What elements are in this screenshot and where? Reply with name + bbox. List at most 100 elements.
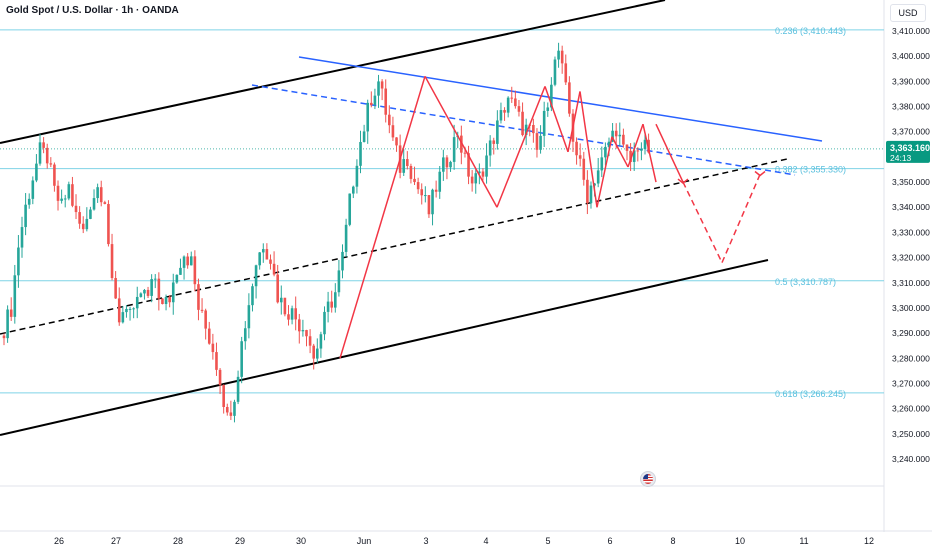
candle-body	[67, 184, 71, 199]
candle-body	[499, 110, 503, 121]
candle-body	[171, 282, 175, 303]
candle-body	[53, 164, 56, 186]
candle-body	[564, 63, 568, 83]
candle-body	[110, 244, 114, 279]
candle-body	[481, 171, 485, 177]
candle-body	[618, 134, 622, 137]
time-tick-label: Jun	[357, 536, 372, 546]
candle-body	[42, 142, 45, 148]
projection-arrow-1	[754, 170, 766, 177]
candle-body	[31, 180, 35, 199]
candle-body	[20, 227, 24, 248]
price-tick-label: 3,310.000	[892, 278, 930, 288]
candle-body	[611, 130, 614, 142]
candle-body	[107, 203, 110, 245]
candle-body	[261, 249, 265, 253]
candle-body	[337, 270, 341, 293]
candle-body	[276, 274, 279, 303]
candle-body	[81, 223, 85, 230]
swing-line-3	[544, 86, 569, 153]
candle-body	[643, 139, 647, 150]
candle-body	[135, 296, 139, 309]
price-tick-label: 3,300.000	[892, 303, 930, 313]
candle-body	[78, 212, 81, 224]
price-tick-label: 3,410.000	[892, 26, 930, 36]
candle-body	[524, 124, 528, 136]
candle-body	[164, 296, 168, 305]
candle-body	[186, 256, 189, 266]
candle-body	[589, 185, 593, 204]
candle-body	[539, 135, 542, 150]
candle-body	[247, 305, 251, 329]
swing-line-4	[567, 91, 581, 152]
candle-body	[326, 301, 330, 312]
candle-body	[189, 256, 193, 266]
candle-body	[467, 153, 470, 177]
fib-label-1: 0.382 (3,355.330)	[775, 165, 846, 175]
candle-body	[546, 107, 550, 111]
swing-line-last	[655, 123, 684, 183]
candle-body	[575, 141, 578, 156]
candle-body	[175, 274, 179, 283]
candle-body	[470, 176, 474, 184]
candle-body	[153, 278, 157, 280]
swing-line-2	[496, 86, 546, 208]
us-flag-icon[interactable]	[640, 471, 656, 487]
candle-body	[251, 286, 254, 306]
last-price-badge	[886, 140, 930, 163]
candle-body	[384, 88, 388, 115]
candle-body	[614, 130, 618, 137]
candle-body	[586, 179, 589, 204]
candle-body	[424, 195, 427, 197]
candle-body	[431, 189, 434, 215]
candle-body	[629, 150, 632, 162]
currency-button[interactable]: USD	[890, 4, 926, 22]
candle-body	[85, 218, 89, 230]
time-tick-label: 30	[296, 536, 306, 546]
candle-body	[233, 401, 236, 416]
candle-body	[200, 309, 204, 311]
candle-body	[330, 301, 334, 308]
resistance-trendline	[298, 56, 823, 142]
candle-body	[258, 252, 261, 266]
candle-body	[297, 319, 301, 332]
candle-body	[377, 81, 380, 96]
candle-body	[71, 184, 74, 206]
countdown-label: 24:13	[890, 153, 912, 163]
candle-body	[352, 186, 355, 194]
candle-body	[341, 251, 344, 271]
candle-body	[568, 82, 571, 114]
candle-body	[240, 341, 243, 377]
candle-body	[366, 102, 370, 132]
candle-body	[168, 296, 171, 303]
price-tick-label: 3,380.000	[892, 102, 930, 112]
candle-body	[391, 125, 395, 138]
swing-line-6	[596, 136, 613, 208]
channel-line-0	[0, 0, 666, 144]
candle-body	[9, 309, 13, 317]
time-tick-label: 10	[735, 536, 745, 546]
candle-body	[103, 202, 107, 204]
candle-body	[74, 205, 78, 213]
candle-body	[640, 149, 643, 151]
candle-body	[348, 193, 352, 225]
candle-body	[517, 106, 521, 112]
candle-body	[146, 289, 150, 296]
channel-line-1	[0, 259, 769, 436]
price-tick-label: 3,280.000	[892, 353, 930, 363]
candle-body	[478, 171, 481, 174]
candle-body	[474, 173, 478, 184]
candle-body	[380, 81, 384, 89]
candle-body	[2, 335, 6, 339]
candle-body	[161, 298, 164, 305]
candle-body	[488, 140, 492, 156]
candle-body	[413, 178, 416, 183]
candle-body	[632, 150, 636, 162]
candle-body	[49, 163, 53, 165]
price-tick-label: 3,400.000	[892, 51, 930, 61]
candle-body	[503, 110, 506, 113]
candle-body	[272, 263, 276, 275]
candle-body	[182, 256, 186, 268]
